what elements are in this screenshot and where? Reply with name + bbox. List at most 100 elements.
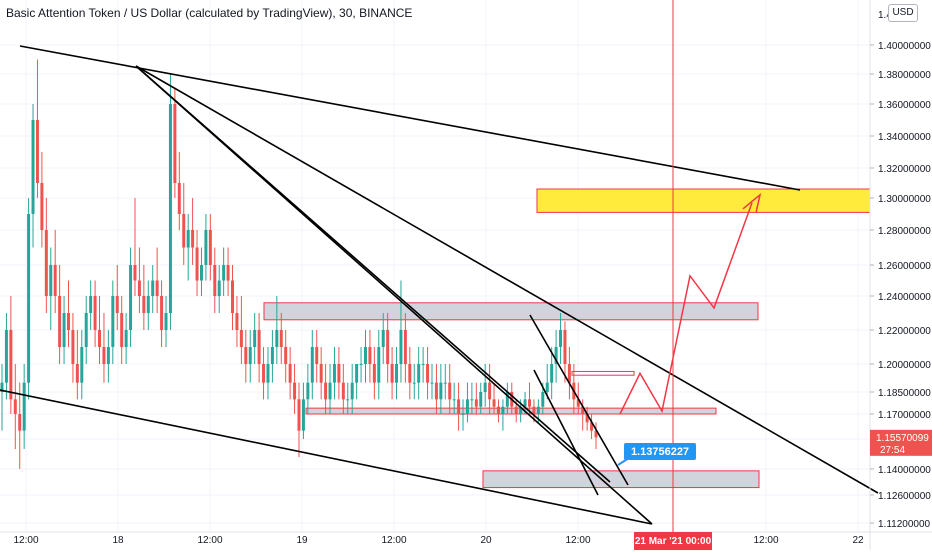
candle-body <box>532 406 536 414</box>
candle-body <box>359 364 363 365</box>
candle-body <box>279 330 283 347</box>
candle-body <box>239 330 243 347</box>
descending-trendline-outer <box>135 65 879 494</box>
time-tick-label: 18 <box>112 535 124 546</box>
candle-body <box>590 422 594 431</box>
candle-body <box>204 230 208 265</box>
candle <box>279 313 283 364</box>
candle <box>297 382 301 457</box>
candle <box>31 104 35 248</box>
time-tick-label: 12:00 <box>753 535 778 546</box>
candle <box>501 399 505 431</box>
time-axis[interactable]: 12:00 18 12:00 19 12:00 20 12:00 12:00 22 <box>13 535 864 546</box>
candle <box>4 313 8 400</box>
candle-body <box>536 406 540 414</box>
candle <box>479 382 483 414</box>
candle <box>191 198 195 265</box>
candle <box>53 230 57 313</box>
crosshair-time-label: 21 Mar '21 00:00 <box>635 536 712 547</box>
candle-body <box>53 265 57 296</box>
last-price-value: 1.15570099 <box>876 433 929 444</box>
candle-body <box>408 364 412 383</box>
price-tick-label-partial: 1.4 <box>878 10 892 21</box>
candle <box>408 347 412 400</box>
candle-body <box>363 347 367 364</box>
candle-body <box>235 313 239 330</box>
candle-body <box>22 382 26 431</box>
candle-body <box>421 364 425 365</box>
candle-body <box>457 399 461 414</box>
candle-body <box>328 382 332 400</box>
candle <box>461 399 465 431</box>
candle <box>75 330 79 400</box>
candle <box>412 364 416 400</box>
candle-body <box>217 280 221 296</box>
lower-channel-trendline <box>0 389 653 525</box>
candle-body <box>0 382 4 392</box>
candle <box>204 214 208 281</box>
candle-body <box>293 382 297 400</box>
candle <box>559 313 563 364</box>
candle-body <box>355 364 359 383</box>
candle <box>18 382 22 469</box>
candle-body <box>541 392 545 407</box>
candle-body <box>465 399 469 414</box>
candle <box>160 280 164 347</box>
candle <box>58 265 62 364</box>
candle <box>337 347 341 400</box>
candle <box>106 330 110 383</box>
candle <box>239 296 243 364</box>
candle <box>44 198 48 313</box>
candle <box>421 347 425 383</box>
candle-body <box>208 230 212 265</box>
candle-body <box>332 364 336 383</box>
candlesticks <box>0 59 598 469</box>
candle-body <box>594 430 598 438</box>
candle <box>129 247 133 347</box>
wedge-line-upper <box>529 314 629 486</box>
candle-body <box>151 280 155 296</box>
candle-body <box>483 382 487 392</box>
time-tick-label: 12:00 <box>381 535 406 546</box>
candle <box>395 347 399 400</box>
candle <box>102 313 106 383</box>
candle <box>40 152 44 248</box>
grid <box>0 0 870 532</box>
candle <box>111 280 115 364</box>
time-tick-label: 12:00 <box>565 535 590 546</box>
price-axis[interactable]: 1.112000001.126000001.140000001.15500000… <box>870 10 931 530</box>
candle <box>496 399 500 423</box>
candle <box>341 364 345 414</box>
candle <box>505 382 509 414</box>
candle <box>324 364 328 414</box>
candle-body <box>129 265 133 330</box>
candle <box>115 265 119 330</box>
candle-body <box>346 399 350 401</box>
candle-body <box>301 399 305 431</box>
candle <box>545 364 549 400</box>
candle-body <box>523 399 527 407</box>
candle <box>253 313 257 364</box>
candle-body <box>448 382 452 400</box>
candle <box>488 364 492 414</box>
candle <box>168 74 172 330</box>
candle-body <box>505 392 509 407</box>
candle <box>319 347 323 400</box>
currency-badge[interactable]: USD <box>888 4 918 22</box>
candle-body <box>576 399 580 407</box>
candle <box>483 364 487 407</box>
annotation-box <box>624 443 696 460</box>
wedge-line-lower <box>533 369 599 496</box>
candle-body <box>514 406 518 414</box>
candle-body <box>581 406 585 414</box>
candle <box>430 364 434 400</box>
candle-body <box>315 347 319 364</box>
candle <box>231 265 235 330</box>
descending-trendline-inner <box>135 65 653 525</box>
candle-body <box>98 330 102 347</box>
demand-zone <box>482 470 760 489</box>
candle <box>275 296 279 364</box>
candle-body <box>66 313 70 330</box>
